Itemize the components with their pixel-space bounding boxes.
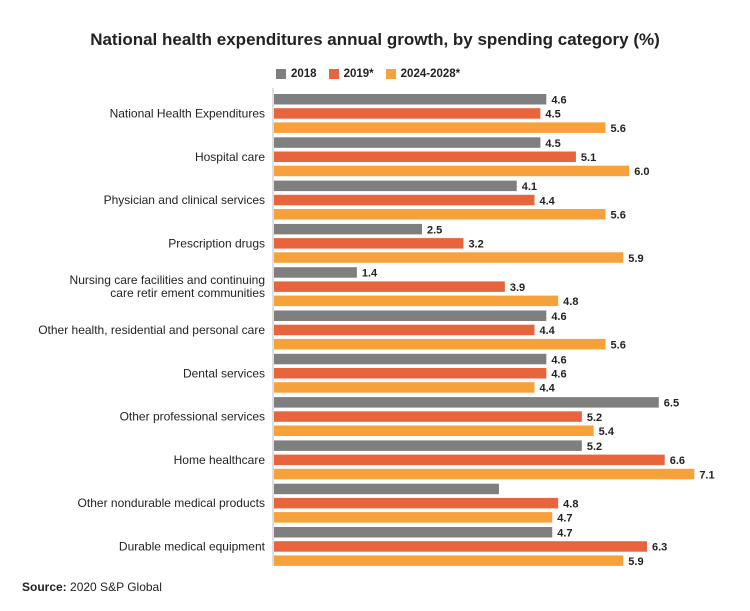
data-label: 4.6	[551, 369, 566, 381]
category-label: Durable medical equipment	[119, 539, 266, 553]
data-label: 5.6	[611, 210, 626, 222]
bar	[274, 555, 624, 566]
data-label: 5.9	[628, 253, 643, 265]
legend-item-0: 2018	[276, 68, 317, 80]
source-label: Source:	[22, 580, 67, 594]
data-label: 5.4	[599, 426, 615, 438]
bar	[274, 454, 665, 466]
bar	[274, 527, 553, 538]
category-label: Home healthcare	[174, 453, 266, 467]
data-label: 4.6	[551, 311, 566, 323]
data-label: 2.5	[427, 224, 442, 236]
bar	[274, 223, 422, 235]
data-label: 6.3	[652, 542, 667, 554]
data-label: 4.4	[539, 195, 555, 207]
category-label: Other nondurable medical products	[78, 496, 265, 510]
data-label: 5.9	[628, 556, 643, 568]
data-label: 3.2	[468, 239, 483, 251]
data-label: 4.6	[551, 354, 566, 366]
bar	[274, 295, 559, 307]
legend-label: 2024-2028*	[400, 68, 461, 80]
bar	[274, 137, 541, 148]
category-label: Other health, residential and personal c…	[38, 323, 265, 337]
legend-item-2: 2024-2028*	[385, 68, 461, 80]
bar	[274, 368, 547, 379]
bar	[274, 209, 606, 220]
data-label: 4.5	[545, 138, 560, 150]
category-label: Nursing care facilities and continuing ca…	[70, 273, 265, 300]
data-label: 4.4	[539, 325, 555, 337]
bar	[274, 541, 647, 552]
bar	[274, 165, 630, 177]
data-label: 4.8	[563, 296, 578, 308]
category-label: Hospital care	[195, 150, 265, 164]
bar	[274, 353, 547, 365]
bar	[274, 425, 594, 436]
bar	[274, 151, 576, 162]
bar	[274, 397, 659, 408]
bar	[274, 238, 464, 249]
data-label: 5.2	[587, 412, 602, 424]
category-label: Prescription drugs	[168, 236, 265, 250]
bar	[274, 180, 517, 192]
data-label: 4.7	[557, 513, 572, 525]
data-label: 5.1	[581, 152, 596, 164]
category-label: National Health Expenditures	[110, 106, 265, 120]
bar	[274, 512, 553, 523]
source-note: Source: 2020 S&P Global	[22, 580, 162, 594]
data-label: 7.1	[699, 469, 714, 481]
bar	[274, 483, 499, 495]
data-label: 4.5	[545, 109, 560, 121]
bar	[274, 468, 695, 480]
category-label: Physician and clinical services	[104, 193, 265, 207]
category-label: Other professional services	[120, 410, 265, 424]
data-label: 5.6	[611, 123, 626, 135]
data-label: 4.7	[557, 528, 572, 540]
legend: 2018 2019* 2024-2028*	[276, 68, 460, 80]
bar	[274, 108, 541, 119]
legend-label: 2019*	[343, 68, 374, 80]
category-label: Dental services	[183, 366, 265, 380]
data-label: 6.0	[634, 166, 649, 178]
bar	[274, 281, 505, 292]
legend-swatch	[328, 69, 339, 79]
bar	[274, 310, 547, 321]
bar	[274, 252, 624, 263]
data-label: 1.4	[362, 268, 378, 280]
data-label: 4.6	[551, 95, 566, 107]
bar	[274, 194, 535, 206]
data-label: 4.8	[563, 498, 578, 510]
data-label: 6.5	[664, 398, 679, 410]
bar	[274, 440, 582, 451]
bar	[274, 122, 606, 133]
bar	[274, 497, 559, 509]
bar	[274, 324, 535, 336]
data-label: 4.1	[522, 181, 537, 193]
legend-swatch	[276, 69, 286, 79]
data-label: 3.9	[510, 282, 525, 294]
data-label: 5.6	[611, 339, 626, 351]
data-label: 5.2	[587, 441, 602, 453]
bar	[274, 267, 357, 278]
bar	[274, 411, 582, 422]
chart-title: National health expenditures annual grow…	[90, 30, 660, 49]
data-label: 6.6	[670, 455, 685, 467]
bar	[274, 94, 547, 105]
bar	[274, 382, 535, 393]
legend-label: 2018	[291, 68, 317, 80]
data-label: 4.4	[539, 383, 555, 395]
legend-item-1: 2019*	[328, 68, 374, 80]
legend-swatch	[385, 69, 396, 79]
bar	[274, 338, 606, 350]
source-text: 2020 S&P Global	[70, 580, 162, 594]
